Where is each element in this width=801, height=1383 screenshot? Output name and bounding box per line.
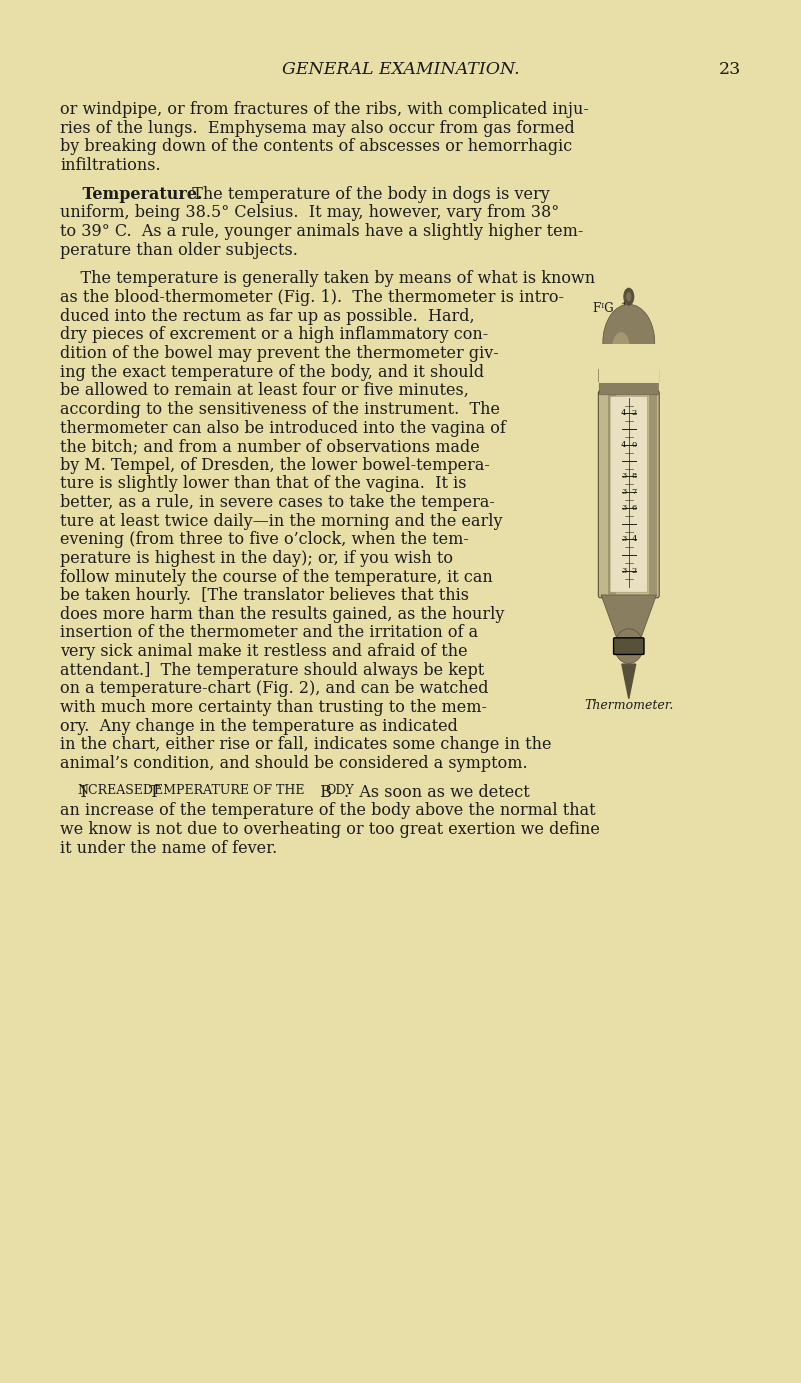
Text: ture at least twice daily—in the morning and the early: ture at least twice daily—in the morning…	[60, 513, 502, 530]
Text: 3: 3	[621, 535, 626, 544]
Polygon shape	[601, 595, 657, 636]
Bar	[599, 343, 658, 383]
Text: very sick animal make it restless and afraid of the: very sick animal make it restless and af…	[60, 643, 468, 660]
Bar	[650, 394, 657, 595]
Text: The temperature is generally taken by means of what is known: The temperature is generally taken by me…	[60, 271, 595, 288]
Text: 0: 0	[631, 441, 637, 449]
Text: better, as a rule, in severe cases to take the tempera-: better, as a rule, in severe cases to ta…	[60, 494, 495, 512]
Text: by breaking down of the contents of abscesses or hemorrhagic: by breaking down of the contents of absc…	[60, 138, 573, 155]
Text: T: T	[144, 784, 160, 801]
Text: follow minutely the course of the temperature, it can: follow minutely the course of the temper…	[60, 568, 493, 585]
Text: 4: 4	[621, 409, 626, 418]
Text: B: B	[315, 784, 332, 801]
Text: perature is highest in the day); or, if you wish to: perature is highest in the day); or, if …	[60, 550, 453, 567]
Circle shape	[624, 289, 634, 306]
FancyBboxPatch shape	[599, 369, 658, 383]
Circle shape	[626, 292, 631, 301]
Text: Temperature.: Temperature.	[60, 185, 203, 203]
Bar	[608, 394, 616, 595]
Text: be taken hourly.  [The translator believes that this: be taken hourly. [The translator believe…	[60, 588, 469, 604]
Text: be allowed to remain at least four or five minutes,: be allowed to remain at least four or fi…	[60, 382, 469, 400]
Text: dry pieces of excrement or a high inflammatory con-: dry pieces of excrement or a high inflam…	[60, 326, 489, 343]
Text: the bitch; and from a number of observations made: the bitch; and from a number of observat…	[60, 438, 480, 455]
Text: evening (from three to five o’clock, when the tem-: evening (from three to five o’clock, whe…	[60, 531, 469, 548]
Text: Thermometer.: Thermometer.	[584, 698, 674, 712]
Text: 3: 3	[621, 488, 626, 496]
Text: ture is slightly lower than that of the vagina.  It is: ture is slightly lower than that of the …	[60, 476, 466, 492]
Text: attendant.]  The temperature should always be kept: attendant.] The temperature should alway…	[60, 661, 485, 679]
Text: 23: 23	[718, 61, 741, 77]
FancyBboxPatch shape	[614, 638, 644, 654]
Text: FᴵG. 1.: FᴵG. 1.	[593, 301, 632, 315]
Text: with much more certainty than trusting to the mem-: with much more certainty than trusting t…	[60, 698, 487, 716]
Text: duced into the rectum as far up as possible.  Hard,: duced into the rectum as far up as possi…	[60, 308, 475, 325]
FancyBboxPatch shape	[599, 383, 658, 396]
Ellipse shape	[612, 332, 630, 366]
Text: 8: 8	[631, 473, 637, 480]
Text: 4: 4	[631, 535, 637, 544]
Text: GENERAL EXAMINATION.: GENERAL EXAMINATION.	[282, 61, 519, 77]
Text: does more harm than the results gained, as the hourly: does more harm than the results gained, …	[60, 606, 505, 622]
Text: .  As soon as we detect: . As soon as we detect	[344, 784, 530, 801]
Text: dition of the bowel may prevent the thermometer giv-: dition of the bowel may prevent the ther…	[60, 344, 499, 362]
Text: 2: 2	[631, 409, 637, 418]
Text: animal’s condition, and should be considered a symptom.: animal’s condition, and should be consid…	[60, 755, 528, 772]
Text: ing the exact temperature of the body, and it should: ing the exact temperature of the body, a…	[60, 364, 484, 380]
Text: 3: 3	[621, 473, 626, 480]
Text: I: I	[60, 784, 87, 801]
Text: or windpipe, or from fractures of the ribs, with complicated inju-: or windpipe, or from fractures of the ri…	[60, 101, 589, 118]
Text: infiltrations.: infiltrations.	[60, 156, 161, 174]
Text: 6: 6	[631, 503, 637, 512]
Text: 2: 2	[631, 567, 637, 575]
Text: insertion of the thermometer and the irritation of a: insertion of the thermometer and the irr…	[60, 625, 478, 642]
Text: ory.  Any change in the temperature as indicated: ory. Any change in the temperature as in…	[60, 718, 458, 734]
Text: ries of the lungs.  Emphysema may also occur from gas formed: ries of the lungs. Emphysema may also oc…	[60, 119, 575, 137]
Bar	[624, 469, 634, 586]
Text: perature than older subjects.: perature than older subjects.	[60, 242, 298, 259]
Text: 3: 3	[621, 503, 626, 512]
Text: NCREASED: NCREASED	[78, 784, 154, 797]
Text: it under the name of fever.: it under the name of fever.	[60, 839, 277, 856]
Text: as the blood-thermometer (Fig. 1).  The thermometer is intro-: as the blood-thermometer (Fig. 1). The t…	[60, 289, 564, 306]
FancyBboxPatch shape	[610, 397, 647, 592]
Text: ODY: ODY	[325, 784, 354, 797]
Text: by M. Tempel, of Dresden, the lower bowel-tempera-: by M. Tempel, of Dresden, the lower bowe…	[60, 456, 490, 474]
Text: thermometer can also be introduced into the vagina of: thermometer can also be introduced into …	[60, 419, 506, 437]
Text: The temperature of the body in dogs is very: The temperature of the body in dogs is v…	[182, 185, 549, 203]
Text: according to the sensitiveness of the instrument.  The: according to the sensitiveness of the in…	[60, 401, 500, 418]
Text: we know is not due to overheating or too great exertion we define: we know is not due to overheating or too…	[60, 822, 600, 838]
Text: an increase of the temperature of the body above the normal that: an increase of the temperature of the bo…	[60, 802, 596, 819]
Polygon shape	[622, 664, 636, 698]
Text: uniform, being 38.5° Celsius.  It may, however, vary from 38°: uniform, being 38.5° Celsius. It may, ho…	[60, 205, 559, 221]
Text: 3: 3	[621, 567, 626, 575]
Text: EMPERATURE OF THE: EMPERATURE OF THE	[154, 784, 304, 797]
Text: in the chart, either rise or fall, indicates some change in the: in the chart, either rise or fall, indic…	[60, 736, 552, 754]
Text: 7: 7	[631, 488, 637, 496]
Text: 4: 4	[621, 441, 626, 449]
Ellipse shape	[614, 629, 643, 664]
Text: to 39° C.  As a rule, younger animals have a slightly higher tem-: to 39° C. As a rule, younger animals hav…	[60, 223, 583, 241]
Ellipse shape	[603, 304, 654, 380]
FancyBboxPatch shape	[598, 391, 659, 597]
Text: on a temperature-chart (Fig. 2), and can be watched: on a temperature-chart (Fig. 2), and can…	[60, 680, 489, 697]
